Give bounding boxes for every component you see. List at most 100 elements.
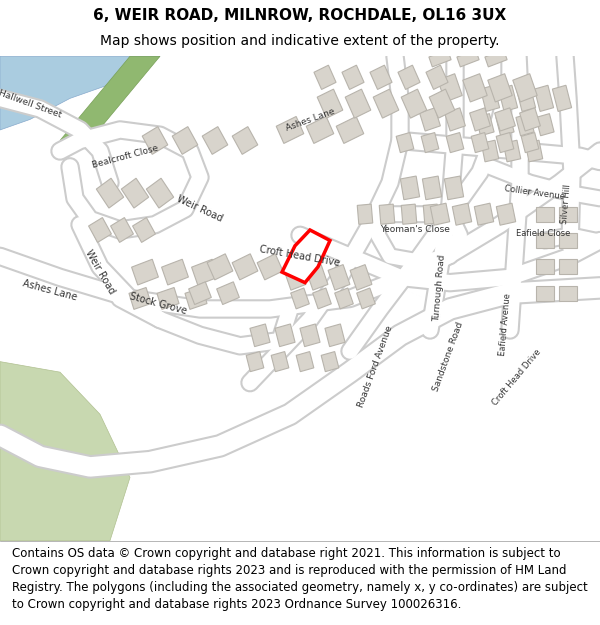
Bar: [97, 178, 124, 208]
Bar: [133, 217, 155, 242]
Bar: [191, 259, 218, 285]
Bar: [423, 204, 439, 224]
Bar: [488, 74, 512, 102]
Bar: [499, 85, 518, 111]
Bar: [536, 233, 554, 248]
Bar: [536, 286, 554, 301]
Bar: [513, 74, 537, 102]
Bar: [275, 324, 295, 347]
Bar: [517, 85, 536, 111]
Text: Eafield Avenue: Eafield Avenue: [498, 293, 512, 356]
Bar: [559, 233, 577, 248]
Bar: [257, 254, 283, 280]
Bar: [503, 140, 521, 162]
Bar: [559, 207, 577, 222]
Bar: [314, 65, 336, 89]
Text: Map shows position and indicative extent of the property.: Map shows position and indicative extent…: [100, 34, 500, 48]
Text: Turnough Road: Turnough Road: [433, 254, 448, 322]
Bar: [559, 286, 577, 301]
Bar: [463, 74, 487, 102]
Text: Bealcroft Close: Bealcroft Close: [91, 143, 159, 169]
Bar: [379, 204, 395, 224]
Bar: [250, 324, 270, 347]
Bar: [142, 127, 168, 154]
Polygon shape: [0, 56, 160, 130]
Bar: [356, 288, 376, 309]
Polygon shape: [282, 230, 330, 282]
Bar: [520, 108, 541, 131]
Bar: [110, 217, 133, 242]
Bar: [419, 108, 440, 131]
Bar: [321, 352, 339, 372]
Bar: [536, 114, 554, 136]
Bar: [525, 140, 543, 162]
Bar: [471, 132, 489, 152]
Bar: [496, 132, 514, 152]
Bar: [161, 259, 188, 285]
Bar: [429, 89, 455, 118]
Text: Yeoman's Close: Yeoman's Close: [380, 226, 450, 234]
Text: Roads Ford Avenue: Roads Ford Avenue: [356, 325, 394, 409]
Bar: [559, 259, 577, 274]
Bar: [185, 288, 207, 309]
Bar: [481, 140, 499, 162]
Bar: [172, 127, 198, 154]
Bar: [400, 176, 419, 200]
Bar: [217, 282, 239, 304]
Polygon shape: [60, 56, 160, 141]
Bar: [290, 288, 310, 309]
Bar: [157, 288, 179, 309]
Bar: [426, 65, 448, 89]
Bar: [232, 254, 258, 280]
Bar: [494, 108, 515, 131]
Bar: [485, 50, 507, 67]
Bar: [475, 203, 494, 225]
Bar: [373, 89, 399, 118]
Text: Ashes Lane: Ashes Lane: [22, 278, 79, 302]
Bar: [350, 264, 372, 290]
Bar: [438, 74, 462, 102]
Bar: [131, 259, 158, 285]
Bar: [429, 50, 451, 67]
Bar: [445, 108, 466, 131]
Bar: [516, 114, 534, 136]
Bar: [496, 203, 515, 225]
Bar: [470, 108, 490, 131]
Text: Contains OS data © Crown copyright and database right 2021. This information is : Contains OS data © Crown copyright and d…: [12, 548, 588, 611]
Bar: [553, 85, 572, 111]
Bar: [336, 116, 364, 144]
Bar: [121, 178, 149, 208]
Bar: [325, 324, 345, 347]
Bar: [271, 352, 289, 372]
Bar: [476, 114, 494, 136]
Text: Collier Avenue: Collier Avenue: [504, 184, 566, 202]
Bar: [457, 50, 479, 67]
Text: Weir Road: Weir Road: [83, 248, 116, 296]
Bar: [276, 116, 304, 144]
Bar: [357, 204, 373, 224]
Bar: [535, 85, 554, 111]
Bar: [370, 65, 392, 89]
Bar: [335, 288, 353, 309]
Text: Silver Hill: Silver Hill: [560, 183, 572, 224]
Bar: [202, 127, 228, 154]
Bar: [445, 176, 464, 200]
Text: Eafield Close: Eafield Close: [516, 229, 570, 238]
Bar: [536, 259, 554, 274]
Text: Sandstone Road: Sandstone Road: [431, 321, 465, 392]
Bar: [481, 85, 500, 111]
Bar: [452, 203, 472, 225]
Bar: [398, 65, 420, 89]
Bar: [207, 254, 233, 280]
Bar: [536, 207, 554, 222]
Bar: [317, 89, 343, 118]
Bar: [342, 65, 364, 89]
Bar: [328, 264, 350, 290]
Bar: [521, 132, 539, 152]
Bar: [146, 178, 173, 208]
Bar: [306, 264, 328, 290]
Bar: [446, 132, 464, 152]
Bar: [396, 132, 414, 152]
Bar: [345, 89, 371, 118]
Bar: [188, 282, 211, 304]
